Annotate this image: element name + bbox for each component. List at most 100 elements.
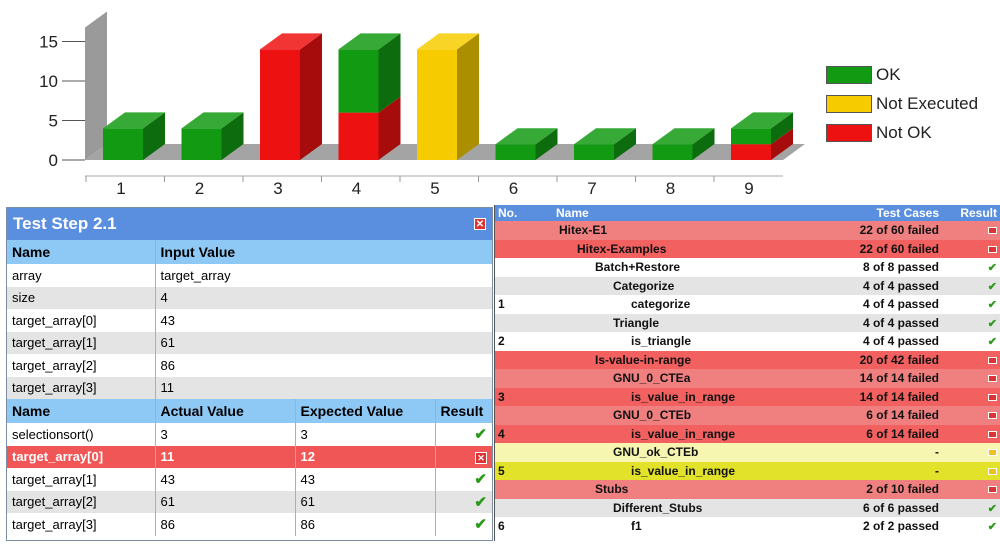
row-name: Stubs xyxy=(553,480,812,499)
result-status: ✔ xyxy=(434,468,492,491)
legend-swatch-ok xyxy=(826,65,872,84)
actual-value: 86 xyxy=(154,513,295,536)
overview-row[interactable]: GNU_0_CTEb 6 of 14 failed xyxy=(495,406,1000,425)
row-number xyxy=(495,369,553,388)
close-icon[interactable]: ✕ xyxy=(474,218,486,230)
bar-ok-9-top xyxy=(731,112,793,129)
bar-ok-1-front xyxy=(103,128,143,160)
row-number: 3 xyxy=(495,387,553,406)
bar-ok-6-side xyxy=(535,128,558,160)
row-result xyxy=(942,424,1000,443)
row-result xyxy=(942,461,1000,480)
legend-item-not-executed: Not Executed xyxy=(826,89,978,118)
x-tick-label: 3 xyxy=(273,179,282,198)
bar-ok-8-side xyxy=(692,128,715,160)
legend-item-not-ok: Not OK xyxy=(826,118,978,147)
row-number: 4 xyxy=(495,424,553,443)
input-row: array target_array xyxy=(7,264,492,287)
input-name: target_array[2] xyxy=(7,354,155,377)
row-test-cases: 8 of 8 passed xyxy=(812,258,942,277)
bar-not-ok-4-side xyxy=(378,96,401,160)
row-name: GNU_ok_CTEb xyxy=(553,443,812,462)
result-name: selectionsort() xyxy=(7,423,155,446)
row-number xyxy=(495,498,553,517)
overview-row[interactable]: Batch+Restore 8 of 8 passed ✔ xyxy=(495,258,1000,277)
result-row: target_array[0] 11 12 ✕ xyxy=(7,445,492,468)
fail-icon xyxy=(988,227,997,235)
row-test-cases: 22 of 60 failed xyxy=(812,221,942,240)
actual-value: 61 xyxy=(154,490,295,513)
row-test-cases: 6 of 14 failed xyxy=(812,406,942,425)
row-result: ✔ xyxy=(942,517,1000,536)
row-result xyxy=(942,369,1000,388)
overview-row[interactable]: Hitex-E1 22 of 60 failed xyxy=(495,221,1000,240)
bar-not-executed-5-side xyxy=(457,33,479,160)
check-icon: ✔ xyxy=(987,280,997,293)
result-status: ✔ xyxy=(434,490,492,513)
bar-not-ok-3-side xyxy=(300,33,322,160)
bar-ok-6-front xyxy=(495,144,536,160)
input-row: target_array[1] 61 xyxy=(7,331,492,354)
result-name: target_array[3] xyxy=(7,513,155,536)
input-value: 4 xyxy=(154,286,492,309)
check-icon: ✔ xyxy=(987,521,997,534)
result-status: ✕ xyxy=(434,445,492,468)
overview-row[interactable]: 2 is_triangle 4 of 4 passed ✔ xyxy=(495,332,1000,351)
overview-row[interactable]: Hitex-Examples 22 of 60 failed xyxy=(495,239,1000,258)
overview-row[interactable]: 1 categorize 4 of 4 passed ✔ xyxy=(495,295,1000,314)
overview-row[interactable]: Stubs 2 of 10 failed xyxy=(495,480,1000,499)
check-icon: ✔ xyxy=(987,299,997,312)
row-name: GNU_0_CTEa xyxy=(553,369,812,388)
chart-left-wall xyxy=(85,11,107,160)
overview-row[interactable]: 4 is_value_in_range 6 of 14 failed xyxy=(495,424,1000,443)
fail-icon xyxy=(988,486,997,494)
result-name: target_array[2] xyxy=(7,490,155,513)
row-number: 1 xyxy=(495,295,553,314)
row-test-cases: 22 of 60 failed xyxy=(812,239,942,258)
overview-row[interactable]: GNU_0_CTEa 14 of 14 failed xyxy=(495,369,1000,388)
overview-row[interactable]: GNU_ok_CTEb - xyxy=(495,443,1000,462)
result-name-header: Name xyxy=(7,399,155,423)
overview-row[interactable]: Is-value-in-range 20 of 42 failed xyxy=(495,350,1000,369)
actual-value-header: Actual Value xyxy=(154,399,295,423)
row-number xyxy=(495,313,553,332)
actual-value: 11 xyxy=(154,445,295,468)
bar-not-executed-5-front xyxy=(417,49,457,160)
row-result: ✔ xyxy=(942,295,1000,314)
actual-value: 3 xyxy=(154,423,295,446)
not-executed-icon xyxy=(988,449,997,457)
overview-row[interactable]: Different_Stubs 6 of 6 passed ✔ xyxy=(495,498,1000,517)
row-name: GNU_0_CTEb xyxy=(553,406,812,425)
x-tick-label: 1 xyxy=(116,179,125,198)
row-test-cases: 14 of 14 failed xyxy=(812,369,942,388)
test-step-panel: Test Step 2.1 ✕ Name Input Value array ta… xyxy=(6,207,493,541)
result-name: target_array[0] xyxy=(7,445,155,468)
result-values-table: Name Actual Value Expected Value Result … xyxy=(7,399,492,536)
check-icon: ✔ xyxy=(987,502,997,515)
input-value: 86 xyxy=(154,354,492,377)
bar-ok-7-top xyxy=(574,128,636,145)
y-tick-label: 0 xyxy=(49,151,58,170)
row-number xyxy=(495,406,553,425)
overview-row[interactable]: 6 f1 2 of 2 passed ✔ xyxy=(495,517,1000,536)
row-name: categorize xyxy=(553,295,812,314)
bar-ok-6-top xyxy=(495,128,558,145)
test-overview-panel: No. Name Test Cases Result Hitex-E1 22 of… xyxy=(494,205,1000,541)
expected-value: 86 xyxy=(294,513,435,536)
check-icon: ✔ xyxy=(474,516,487,534)
check-icon: ✔ xyxy=(474,426,487,444)
bar-not-ok-3-front xyxy=(260,49,300,160)
overview-row[interactable]: Triangle 4 of 4 passed ✔ xyxy=(495,313,1000,332)
row-test-cases: - xyxy=(812,461,942,480)
row-number: 6 xyxy=(495,517,553,536)
overview-row[interactable]: 5 is_value_in_range - xyxy=(495,461,1000,480)
bar-ok-2-top xyxy=(181,112,244,129)
check-icon: ✔ xyxy=(474,471,487,489)
x-tick-label: 4 xyxy=(352,179,361,198)
check-icon: ✔ xyxy=(474,493,487,511)
test-step-title: Test Step 2.1 xyxy=(13,214,117,233)
row-number xyxy=(495,258,553,277)
overview-row[interactable]: Categorize 4 of 4 passed ✔ xyxy=(495,276,1000,295)
row-number xyxy=(495,480,553,499)
overview-row[interactable]: 3 is_value_in_range 14 of 14 failed xyxy=(495,387,1000,406)
